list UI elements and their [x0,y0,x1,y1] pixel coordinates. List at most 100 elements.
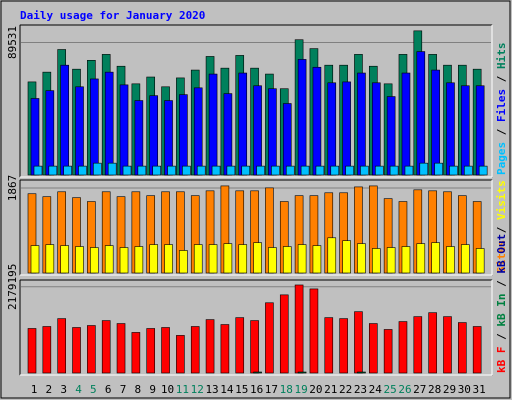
x-tick-label: 11 [176,383,189,396]
bar [431,69,440,176]
bar [472,326,482,374]
bar [164,100,173,176]
bar [30,245,40,274]
bar [416,51,426,176]
bar [27,328,37,374]
bar [107,162,117,176]
bar [386,247,396,274]
bar [374,165,384,176]
x-tick-label: 9 [149,383,156,396]
bar [401,72,411,176]
bar [250,320,259,374]
x-tick-label: 23 [354,383,367,396]
legend-entry: Sites [495,240,508,273]
x-tick-label: 20 [309,383,322,396]
bar [226,165,236,176]
bar [223,243,233,274]
bar [389,165,399,176]
bar [461,85,470,176]
bar [119,84,129,176]
bar [342,240,351,274]
bar [87,325,96,374]
bar [42,326,52,374]
bar [312,66,322,176]
bar [354,311,363,374]
bar [48,165,58,176]
bar [386,96,396,176]
bar [461,244,470,274]
bar [134,100,144,176]
bar [78,165,87,176]
legend-entry: kB Out [495,234,508,274]
bar [75,246,84,274]
bar [297,244,307,274]
x-tick-label: 10 [161,383,174,396]
bar [268,247,277,274]
bar [434,162,443,176]
bar [443,316,452,374]
bar [449,165,458,176]
bar [327,82,337,176]
bar [368,323,378,374]
bar [360,165,369,176]
bar [90,78,99,176]
bar [271,165,280,176]
x-tick-label: 21 [324,383,337,396]
bar [60,245,69,274]
bar [164,244,173,274]
bar [122,165,132,176]
bar [253,371,262,374]
bar [300,165,310,176]
bar [309,288,319,374]
bar [446,246,455,274]
bar [176,335,185,374]
x-tick-label: 24 [369,383,383,396]
x-tick-label: 8 [135,383,142,396]
bar [478,165,488,176]
bar [458,322,467,374]
bar [238,72,248,176]
bar [193,244,203,274]
x-tick-label: 27 [413,383,426,396]
x-tick-label: 17 [265,383,278,396]
x-tick-label: 22 [339,383,352,396]
bar [90,247,99,274]
legend: Sites / Visits [495,180,508,273]
bar [327,237,337,274]
x-tick-label: 5 [90,383,97,396]
bar [149,244,159,274]
bar [116,323,126,374]
bar [428,312,437,374]
x-tick-label: 16 [250,383,263,396]
bar [33,165,43,176]
bar [131,332,141,374]
x-tick-label: 30 [458,383,471,396]
bar [45,90,55,176]
bar [401,246,411,274]
legend-entry: Pages [495,142,508,175]
legend-separator: / [495,274,508,294]
bar [464,165,473,176]
bar [342,81,351,176]
x-tick-label: 14 [220,383,234,396]
bar [137,165,147,176]
bar [265,302,274,374]
bar [149,95,159,176]
bar [208,244,218,274]
bar [182,165,191,176]
bar [294,284,304,374]
x-tick-label: 29 [443,383,456,396]
x-tick-label: 28 [428,383,441,396]
y-tick-label: 2179195 [6,264,19,310]
bar [475,248,485,274]
x-tick-label: 7 [120,383,127,396]
bar [101,320,111,374]
x-tick-label: 13 [205,383,218,396]
bar [75,86,84,176]
bar [152,165,162,176]
bar [297,59,307,176]
y-tick-label: 89531 [6,26,19,59]
legend-separator: / [495,220,508,240]
legend-separator: / [495,327,508,347]
